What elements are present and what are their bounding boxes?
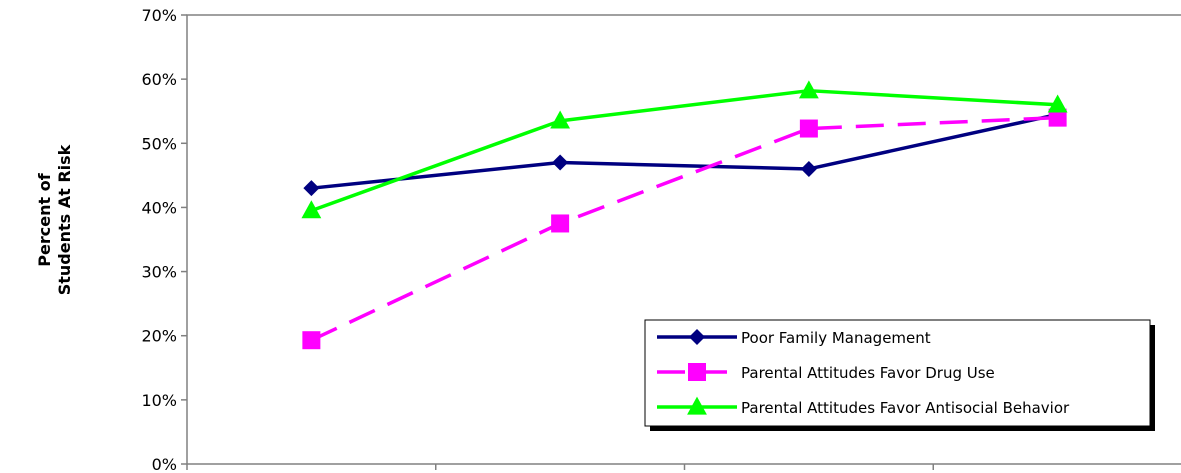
legend-item: Parental Attitudes Favor Antisocial Beha… [657,396,1070,417]
square-marker [302,331,321,350]
diamond-marker [689,329,705,345]
square-marker [551,214,570,233]
triangle-marker [301,200,322,219]
square-marker [799,119,818,138]
triangle-marker [798,80,819,99]
square-marker [688,363,706,381]
series-line [310,115,1058,342]
series-triangle [301,80,1068,219]
triangle-marker [1047,94,1068,113]
y-tick-label: 20% [141,327,177,346]
y-tick-label: 60% [141,70,177,89]
x-axis [186,464,934,470]
legend-item: Parental Attitudes Favor Drug Use [657,363,995,382]
diamond-marker [800,160,817,177]
legend: Poor Family Management Parental Attitudes… [644,319,1155,431]
y-axis: 0% 10% 20% 30% 40% 50% 60% 70% [141,6,187,473]
y-tick-label: 50% [141,134,177,153]
diamond-marker [303,180,320,197]
legend-item: Poor Family Management [657,329,931,347]
legend-label: Parental Attitudes Favor Drug Use [741,364,995,382]
square-marker [1048,108,1067,127]
y-axis-title-line-2: Students At Risk [55,144,74,295]
y-tick-label: 0% [152,455,177,473]
y-axis-title: Percent of Students At Risk [35,144,74,295]
series-layer [301,80,1068,350]
y-axis-title-line-1: Percent of [35,172,54,266]
diamond-marker [552,154,569,171]
legend-label: Poor Family Management [741,329,931,347]
legend-label: Parental Attitudes Favor Antisocial Beha… [741,399,1070,417]
series-line [311,112,1058,190]
y-tick-label: 10% [141,391,177,410]
series-square [302,108,1067,350]
y-tick-label: 70% [141,6,177,25]
y-tick-label: 40% [141,198,177,217]
y-tick-label: 30% [141,263,177,282]
triangle-marker [687,396,707,415]
triangle-marker [550,110,571,129]
series-line [310,88,1058,213]
